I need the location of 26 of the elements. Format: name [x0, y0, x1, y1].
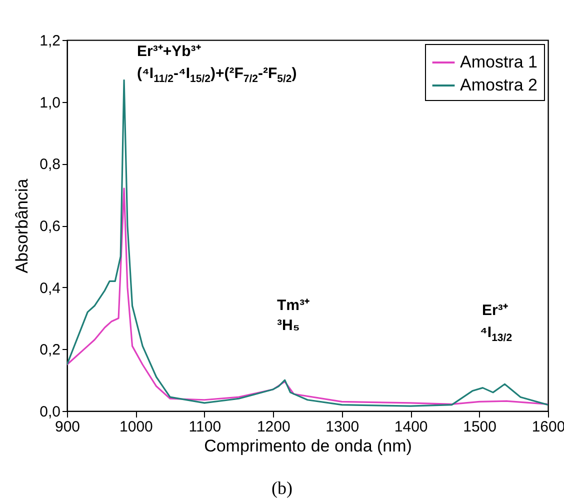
- y-tick-label: 0,0: [40, 404, 60, 420]
- y-tick-label: 1,2: [40, 32, 60, 50]
- text: (b): [270, 478, 294, 499]
- y-tick-label: 0,6: [40, 218, 60, 235]
- legend-label: Amostra 2: [460, 76, 538, 94]
- annotation: ³H₅: [277, 317, 300, 334]
- annotation: Er³⁺+Yb³⁺: [137, 43, 201, 60]
- y-tick-label: 0,8: [40, 156, 60, 174]
- y-tick-label: 0,4: [40, 280, 60, 297]
- y-tick-label: 0,2: [40, 342, 60, 359]
- x-tick-label: 1300: [326, 418, 360, 436]
- legend-label: Amostra 1: [460, 52, 538, 72]
- annotation: Tm³⁺: [277, 297, 310, 314]
- x-tick-label: 1400: [394, 418, 428, 436]
- x-tick-label: 1200: [256, 418, 290, 436]
- x-tick-label: 1000: [120, 418, 153, 436]
- x-tick-label: 900: [54, 418, 80, 436]
- y-tick-label: 1,0: [40, 94, 60, 112]
- y-axis-title: Absorbância: [12, 178, 32, 274]
- annotation: Er³⁺: [482, 302, 508, 319]
- annotation: ⁴I$_{13/2}$: [480, 324, 512, 344]
- x-axis-title: Comprimento de onda (nm): [204, 436, 412, 456]
- x-tick-label: 1500: [463, 418, 496, 436]
- text: (⁴I$_{11/2}$-⁴I$_{15/2}$)+(²F$_{7/2}$-²F$_{5/2}$): [137, 65, 297, 85]
- x-tick-label: 1100: [188, 418, 222, 436]
- line-series: [67, 188, 548, 405]
